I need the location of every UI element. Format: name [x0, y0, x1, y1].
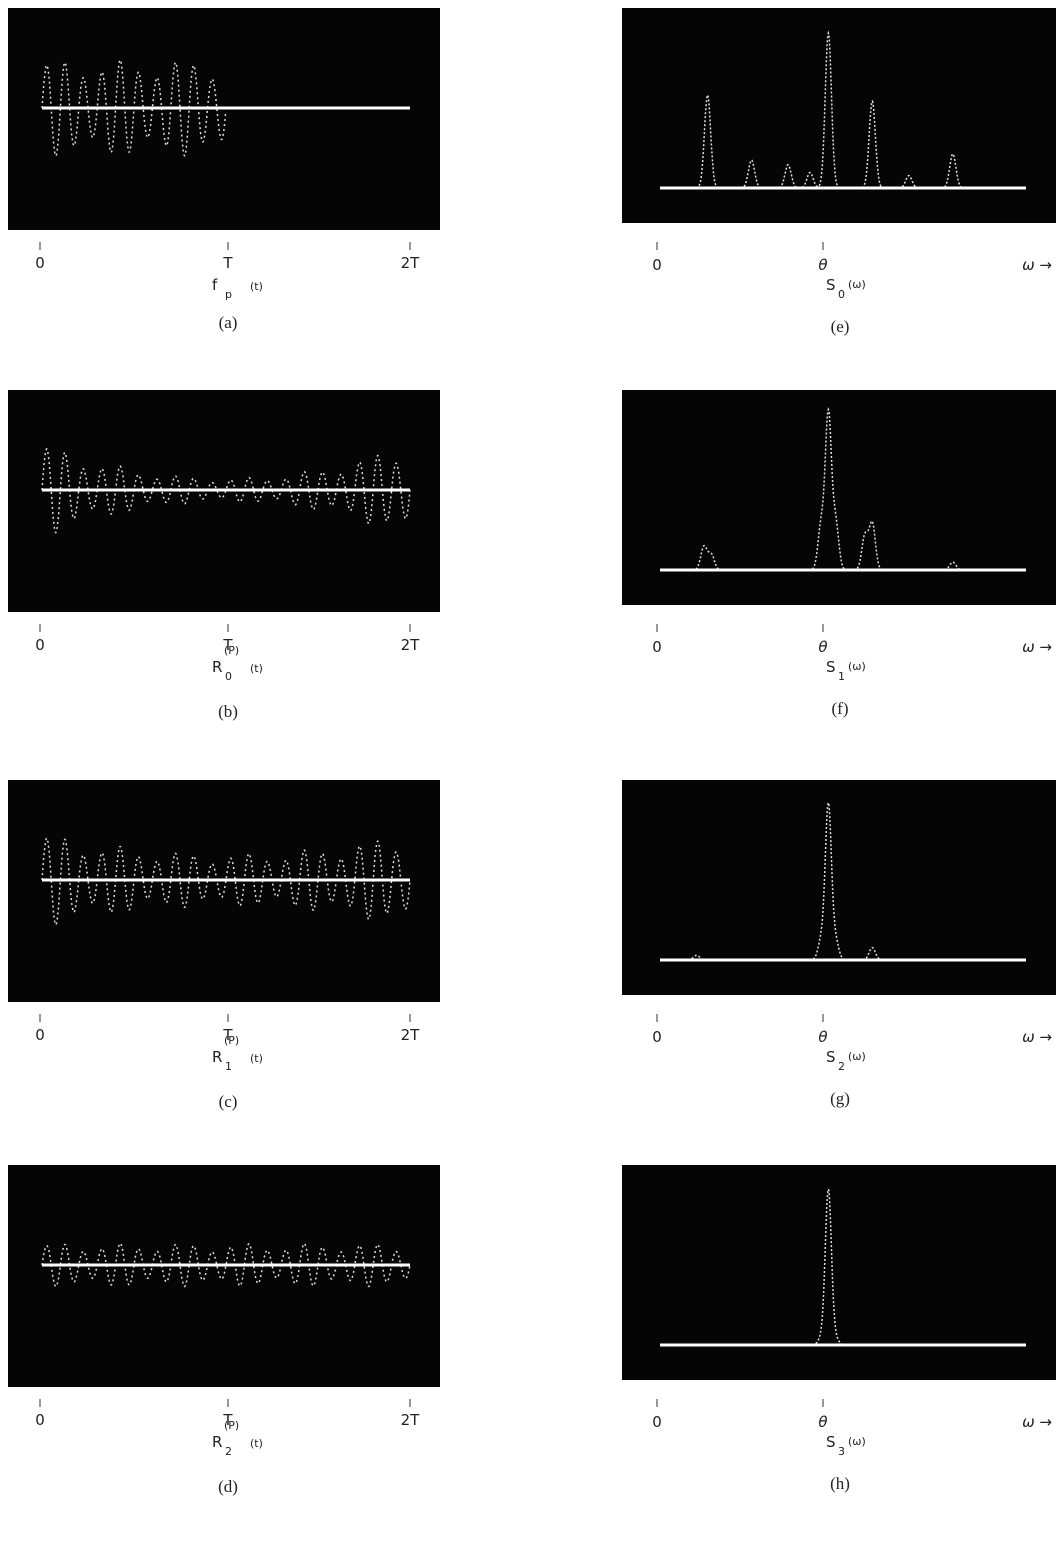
photo: [622, 1165, 1056, 1380]
tick-label: ω →: [1022, 1028, 1052, 1046]
label-arg: (ω): [848, 278, 866, 291]
tick-label: ω →: [1022, 1413, 1052, 1431]
caption: (b): [218, 702, 238, 721]
photo: [8, 1165, 440, 1387]
tick-label: θ: [818, 1413, 827, 1431]
photo: [622, 780, 1056, 995]
label-arg: (t): [250, 1052, 263, 1065]
photo: [622, 390, 1056, 605]
caption: (c): [219, 1092, 238, 1111]
label-sub: 3: [838, 1445, 845, 1458]
tick-label: 2T: [401, 254, 421, 272]
label-arg: (ω): [848, 660, 866, 673]
label-arg: (ω): [848, 1050, 866, 1063]
label-sub: 0: [225, 670, 232, 683]
tick-label: 0: [652, 638, 662, 656]
label-base: R: [212, 658, 222, 676]
tick-label: θ: [818, 638, 827, 656]
tick-label: T: [222, 254, 233, 272]
tick-label: ω →: [1022, 256, 1052, 274]
waveform: [41, 837, 411, 926]
waveform: [41, 1242, 411, 1288]
tick-label: 2T: [401, 636, 421, 654]
tick-label: T: [222, 1026, 233, 1044]
label-sub: 1: [838, 670, 845, 683]
tick-label: T: [222, 1411, 233, 1429]
label-base: R: [212, 1048, 222, 1066]
label-base: S: [826, 276, 836, 294]
tick-label: 0: [35, 254, 45, 272]
tick-label: 0: [35, 636, 45, 654]
label-arg: (t): [250, 1437, 263, 1450]
label-sub: 2: [838, 1060, 845, 1073]
caption: (f): [832, 699, 849, 718]
label-arg: (t): [250, 662, 263, 675]
tick-label: 0: [652, 256, 662, 274]
caption: (a): [219, 313, 238, 332]
tick-label: T: [222, 636, 233, 654]
label-sup: (P): [224, 644, 239, 657]
photo: [8, 390, 440, 612]
caption: (g): [830, 1089, 850, 1108]
tick-label: θ: [818, 1028, 827, 1046]
tick-label: 0: [35, 1411, 45, 1429]
tick-label: 0: [35, 1026, 45, 1044]
caption: (h): [830, 1474, 850, 1493]
label-arg: (ω): [848, 1435, 866, 1448]
label-sub: 0: [838, 288, 845, 301]
tick-label: 0: [652, 1028, 662, 1046]
tick-label: 2T: [401, 1411, 421, 1429]
label-arg: (t): [250, 280, 263, 293]
label-sub: 2: [225, 1445, 232, 1458]
label-base: S: [826, 658, 836, 676]
label-base: S: [826, 1048, 836, 1066]
tick-label: θ: [818, 256, 827, 274]
photo: [8, 8, 440, 230]
label-sup: (P): [224, 1419, 239, 1432]
waveform: [41, 448, 411, 534]
label-sub: p: [225, 288, 232, 301]
caption: (e): [831, 317, 850, 336]
label-base: f: [212, 276, 218, 294]
label-sub: 1: [225, 1060, 232, 1073]
label-sup: (P): [224, 1034, 239, 1047]
caption: (d): [218, 1477, 238, 1496]
photo: [622, 8, 1056, 223]
tick-label: ω →: [1022, 638, 1052, 656]
tick-label: 2T: [401, 1026, 421, 1044]
tick-label: 0: [652, 1413, 662, 1431]
label-base: S: [826, 1433, 836, 1451]
label-base: R: [212, 1433, 222, 1451]
